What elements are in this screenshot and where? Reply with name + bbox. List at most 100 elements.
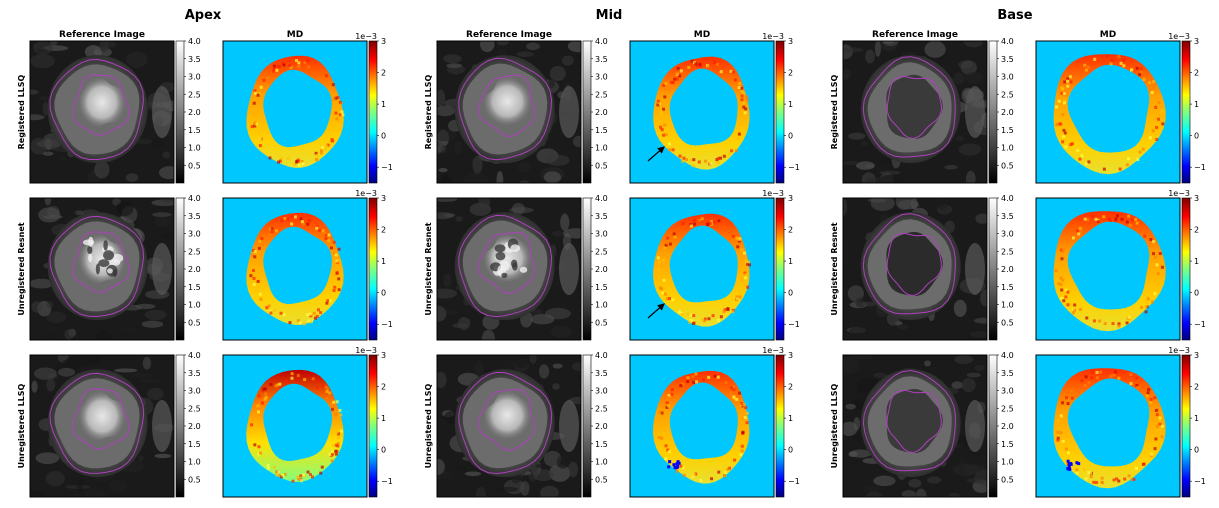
gray-tick-label: 3.5 [595,369,608,378]
md-colorbar-exponent: 1e−3 [762,346,784,355]
md-tick-label: 0 [1194,289,1199,298]
gray-tick-label: 3.0 [188,73,201,82]
reference-image [842,354,988,498]
md-tick-label: 1 [381,414,386,423]
gray-tick-label: 3.5 [188,55,201,64]
gray-tick-label: 4.0 [1001,351,1014,360]
md-colorbar-exponent: 1e−3 [355,346,377,355]
panel-row: Unregistered LLSQ 4.0 3.5 3.0 2.5 2.0 1.5 1.0 0.… [17,346,393,498]
gray-tick-label: 1.5 [595,126,608,135]
gray-tick-label: 2.0 [188,108,201,117]
reference-image [29,197,175,341]
gray-tick-label: 3.5 [1001,369,1014,378]
gray-tick-label: 0.5 [188,475,201,484]
gray-tick-label: 2.0 [595,108,608,117]
gray-tick-label: 3.0 [595,387,608,396]
md-colorbar-exponent: 1e−3 [355,189,377,198]
md-tick-label: 1 [1194,100,1199,109]
gray-tick-label: 1.0 [1001,301,1014,310]
gray-colorbar [988,354,998,498]
md-map [629,354,775,498]
gray-tick-label: 2.0 [595,422,608,431]
gray-tick-label: 2.5 [1001,90,1014,99]
gray-colorbar [582,197,592,341]
md-tick-label: −1 [1194,477,1206,486]
gray-tick-label: 1.0 [1001,458,1014,467]
reference-image [436,197,582,341]
md-colorbar [1181,197,1191,341]
gray-tick-label: 1.5 [1001,283,1014,292]
gray-tick-label: 0.5 [595,318,608,327]
gray-tick-label: 3.5 [1001,55,1014,64]
gray-tick-label: 0.5 [188,318,201,327]
gray-colorbar [988,197,998,341]
gray-tick-label: 2.5 [595,90,608,99]
md-tick-label: −1 [1194,320,1206,329]
gray-tick-label: 3.5 [595,55,608,64]
md-tick-label: 3 [1194,194,1199,203]
gray-colorbar [175,40,185,184]
md-tick-label: 3 [381,37,386,46]
reference-image [436,354,582,498]
md-tick-label: −1 [381,320,393,329]
md-tick-label: 2 [788,383,793,392]
row-label: Registered LLSQ [830,74,839,149]
md-colorbar-exponent: 1e−3 [762,189,784,198]
gray-tick-label: 3.0 [1001,387,1014,396]
md-colorbar-exponent: 1e−3 [1168,32,1190,41]
gray-tick-label: 2.5 [595,404,608,413]
md-tick-label: 0 [788,132,793,141]
gray-tick-label: 0.5 [188,161,201,170]
md-tick-label: 2 [381,226,386,235]
md-tick-label: 2 [1194,383,1199,392]
panel-row: Unregistered Resnet 4.0 3.5 3.0 2.5 2.0 1.5 1.0… [424,189,800,341]
section-apex: Reference Image MD Registered LLSQ 4.0 3.5 3.… [17,30,393,498]
gray-tick-label: 3.5 [1001,212,1014,221]
gray-tick-label: 2.5 [188,247,201,256]
md-colorbar-exponent: 1e−3 [762,32,784,41]
gray-tick-label: 3.5 [595,212,608,221]
section-base: Reference Image MD Registered LLSQ 4.0 3.5 3.… [830,30,1206,498]
row-label: Unregistered Resnet [424,222,433,315]
gray-tick-label: 2.0 [1001,265,1014,274]
md-tick-label: 0 [788,446,793,455]
gray-tick-label: 2.0 [188,265,201,274]
md-tick-label: 3 [1194,351,1199,360]
section-title-mid: Mid [596,8,623,23]
md-tick-label: 3 [381,194,386,203]
md-tick-label: 1 [1194,257,1199,266]
gray-tick-label: 0.5 [1001,161,1014,170]
md-tick-label: 3 [381,351,386,360]
md-tick-label: 2 [1194,226,1199,235]
gray-tick-label: 4.0 [188,351,201,360]
gray-tick-label: 2.5 [1001,247,1014,256]
gray-colorbar [175,354,185,498]
md-tick-label: 0 [1194,446,1199,455]
section-title-apex: Apex [185,8,222,23]
md-map [222,40,368,184]
gray-tick-label: 3.0 [595,73,608,82]
panel-row: Registered LLSQ 4.0 3.5 3.0 2.5 2.0 1.5 1.0 0.5 1… [424,32,800,184]
gray-tick-label: 1.5 [595,283,608,292]
md-tick-label: 3 [788,37,793,46]
panel-row: Registered LLSQ 4.0 3.5 3.0 2.5 2.0 1.5 1.0 0.5 1… [17,32,393,184]
md-colorbar [368,197,378,341]
md-map [1035,40,1181,184]
md-tick-label: 2 [788,69,793,78]
gray-tick-label: 1.0 [188,458,201,467]
panel-row: Unregistered Resnet 4.0 3.5 3.0 2.5 2.0 1.5 1.0… [830,189,1206,341]
md-tick-label: 0 [1194,132,1199,141]
md-colorbar [1181,354,1191,498]
gray-tick-label: 1.5 [1001,440,1014,449]
gray-tick-label: 3.0 [595,230,608,239]
md-tick-label: 2 [788,226,793,235]
gray-tick-label: 2.5 [188,404,201,413]
panel-row: Unregistered Resnet 4.0 3.5 3.0 2.5 2.0 1.5 1.0… [17,189,393,341]
md-tick-label: 3 [1194,37,1199,46]
md-tick-label: −1 [788,320,800,329]
row-label: Unregistered Resnet [830,222,839,315]
panel-row: Unregistered LLSQ 4.0 3.5 3.0 2.5 2.0 1.5 1.0 0.… [424,346,800,498]
md-tick-label: 3 [788,194,793,203]
gray-tick-label: 2.0 [1001,108,1014,117]
gray-tick-label: 3.5 [188,212,201,221]
